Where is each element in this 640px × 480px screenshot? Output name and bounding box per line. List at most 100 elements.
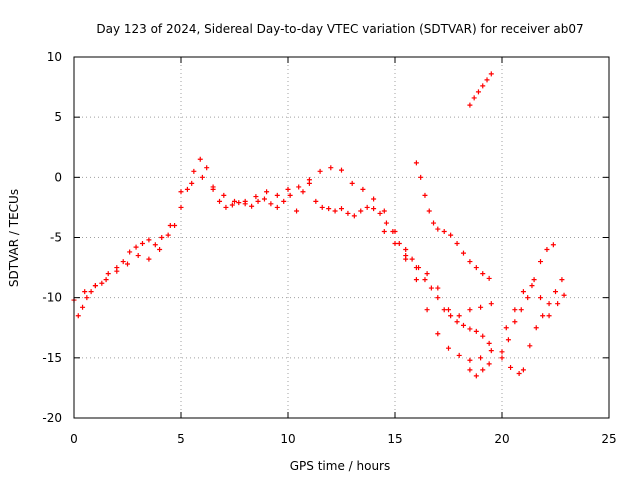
data-point (428, 285, 434, 291)
series-track-i (503, 283, 567, 331)
data-point (529, 283, 535, 289)
data-point (383, 220, 389, 226)
data-point (486, 361, 492, 367)
data-point (555, 301, 561, 307)
data-point (199, 174, 205, 180)
chart-title: Day 123 of 2024, Sidereal Day-to-day VTE… (96, 22, 583, 36)
data-point (413, 160, 419, 166)
data-point (167, 222, 173, 228)
data-point (294, 208, 300, 214)
data-point (538, 295, 544, 301)
data-point (381, 208, 387, 214)
data-point (422, 192, 428, 198)
data-point (424, 271, 430, 277)
data-point (467, 326, 473, 332)
data-point (488, 348, 494, 354)
data-point (125, 261, 130, 267)
data-point (499, 355, 505, 361)
data-point (178, 204, 184, 210)
data-point (484, 77, 490, 83)
data-point (454, 319, 460, 325)
x-tick-label: 5 (177, 432, 185, 446)
data-point (546, 313, 552, 319)
data-point (418, 174, 424, 180)
data-point (448, 232, 454, 238)
series-track-c (381, 228, 494, 319)
data-point (287, 192, 293, 198)
data-point (533, 325, 539, 331)
y-tick-label: 5 (54, 110, 62, 124)
data-point (264, 189, 270, 195)
data-points (71, 71, 567, 379)
data-point (377, 210, 383, 216)
data-point (520, 289, 526, 295)
data-point (531, 277, 537, 283)
data-point (84, 295, 90, 301)
data-point (114, 268, 120, 274)
data-point (261, 196, 267, 202)
data-point (505, 337, 511, 343)
data-point (296, 184, 302, 190)
data-point (165, 232, 171, 238)
data-point (478, 304, 484, 310)
data-point (480, 333, 486, 339)
data-point (435, 226, 441, 232)
data-point (285, 186, 291, 192)
data-point (139, 241, 145, 247)
data-point (525, 295, 531, 301)
data-point (460, 322, 466, 328)
data-point (518, 307, 524, 313)
data-point (435, 331, 441, 337)
data-point (88, 289, 94, 295)
data-point (520, 367, 526, 373)
data-point (512, 307, 518, 313)
data-point (435, 285, 441, 291)
data-point (358, 208, 364, 214)
data-point (441, 228, 447, 234)
data-point (242, 198, 248, 204)
data-point (210, 184, 216, 190)
data-point (480, 271, 486, 277)
x-tick-label: 25 (601, 432, 616, 446)
x-axis-label: GPS time / hours (290, 459, 391, 473)
data-point (546, 301, 552, 307)
data-point (392, 241, 398, 247)
data-point (351, 213, 357, 219)
y-axis-ticks: -20 -15 -10 -5 0 5 10 (42, 50, 609, 425)
x-tick-label: 15 (387, 432, 402, 446)
data-point (413, 277, 419, 283)
data-point (326, 206, 332, 212)
data-point (467, 259, 473, 265)
y-tick-label: -20 (42, 411, 62, 425)
series-track-h (499, 277, 565, 376)
data-point (184, 186, 190, 192)
data-point (157, 247, 163, 253)
data-point (512, 319, 518, 325)
data-point (332, 208, 338, 214)
x-axis-ticks: 0 5 10 15 20 25 (70, 57, 617, 446)
data-point (178, 189, 184, 195)
data-point (300, 189, 306, 195)
data-point (422, 277, 428, 283)
data-point (403, 256, 409, 262)
data-point (488, 71, 494, 77)
data-point (249, 203, 255, 209)
data-point (236, 200, 242, 206)
data-point (396, 241, 402, 247)
data-point (553, 289, 558, 295)
data-point (146, 237, 152, 243)
data-point (446, 345, 451, 351)
data-point (197, 156, 203, 162)
x-tick-label: 20 (494, 432, 509, 446)
data-point (426, 208, 432, 214)
data-point (281, 198, 287, 204)
data-point (75, 313, 81, 319)
data-point (403, 247, 409, 253)
data-point (274, 192, 280, 198)
data-point (204, 165, 210, 171)
data-point (516, 370, 522, 376)
data-point (467, 102, 473, 108)
data-point (527, 343, 533, 349)
data-point (274, 204, 280, 210)
